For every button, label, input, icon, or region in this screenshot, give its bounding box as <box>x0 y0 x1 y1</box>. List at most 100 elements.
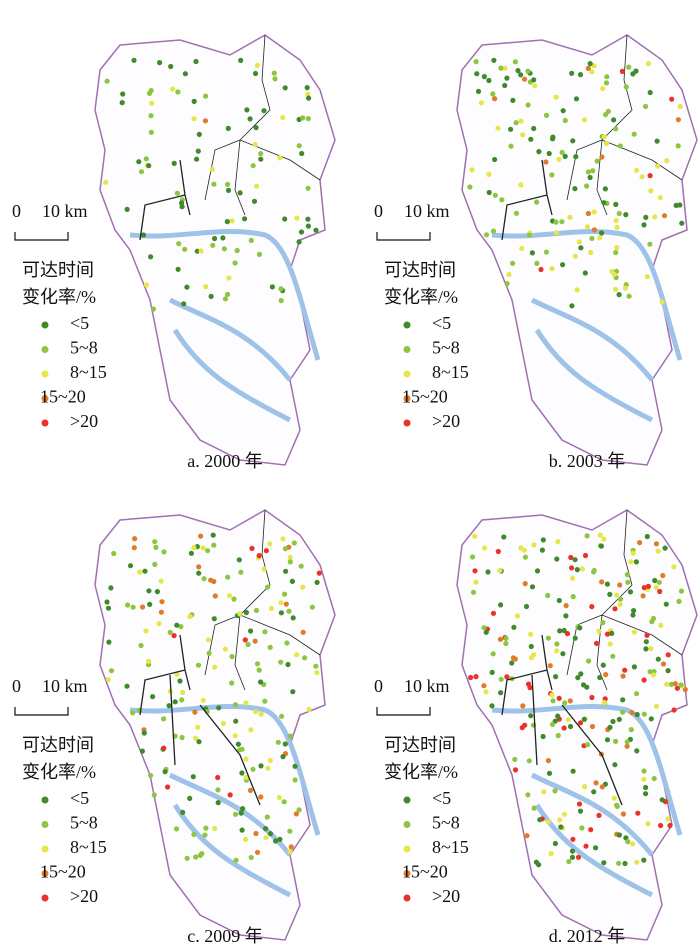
point <box>200 545 206 551</box>
point <box>182 71 188 77</box>
point <box>585 210 591 217</box>
scale-end: 10 km <box>404 676 450 696</box>
point <box>603 112 609 118</box>
point <box>191 98 197 104</box>
scale-bar <box>14 232 69 241</box>
point <box>513 120 519 126</box>
point <box>652 577 658 584</box>
point <box>143 628 149 634</box>
point <box>203 93 209 99</box>
point <box>277 155 283 161</box>
point <box>240 806 246 812</box>
point <box>284 640 290 646</box>
point <box>549 721 556 727</box>
point <box>131 545 137 551</box>
scale-end: 10 km <box>404 201 450 221</box>
point <box>528 655 534 661</box>
point <box>560 108 566 114</box>
point <box>137 569 143 575</box>
point <box>569 848 576 854</box>
point <box>212 235 218 242</box>
point <box>585 169 591 175</box>
legend-title: 变化率/% <box>22 287 96 307</box>
legend-swatch <box>403 845 411 853</box>
point <box>179 200 185 206</box>
point <box>538 266 544 273</box>
point <box>534 568 541 574</box>
point <box>613 126 619 132</box>
point <box>252 70 259 77</box>
point <box>139 748 145 754</box>
point <box>518 182 524 188</box>
point <box>511 624 517 630</box>
legend-label: 5~8 <box>432 813 460 833</box>
point <box>209 166 215 173</box>
point <box>243 609 249 616</box>
point <box>165 784 171 790</box>
point <box>508 143 514 149</box>
point <box>579 566 585 572</box>
point <box>506 271 512 278</box>
point <box>607 724 613 730</box>
point <box>497 567 503 573</box>
river <box>491 228 683 423</box>
point <box>655 656 661 662</box>
point <box>473 579 479 585</box>
point <box>503 640 509 647</box>
point <box>543 112 550 118</box>
point <box>512 767 519 773</box>
point <box>563 613 569 619</box>
point <box>192 709 198 715</box>
point <box>617 601 623 608</box>
point <box>473 674 479 680</box>
point <box>167 629 173 635</box>
point <box>470 589 477 595</box>
point <box>212 593 218 599</box>
point <box>593 640 600 646</box>
point <box>287 828 293 834</box>
legend-label: 5~8 <box>432 338 460 358</box>
point <box>250 163 256 169</box>
point <box>641 222 647 228</box>
point <box>292 777 298 783</box>
legend-swatch <box>403 395 411 402</box>
point <box>489 703 495 709</box>
point <box>643 646 649 652</box>
point <box>617 596 623 602</box>
point <box>149 100 155 106</box>
point <box>131 57 137 63</box>
point <box>611 117 617 123</box>
point <box>211 542 217 548</box>
point <box>600 662 606 668</box>
point <box>512 656 518 662</box>
point <box>130 604 136 610</box>
point <box>236 557 242 563</box>
point <box>549 172 555 178</box>
point <box>503 635 509 641</box>
point <box>172 699 178 705</box>
point <box>540 733 546 740</box>
point <box>604 631 611 637</box>
point <box>654 138 660 144</box>
point <box>195 148 201 154</box>
point <box>256 251 263 257</box>
point <box>499 197 505 203</box>
legend-swatch <box>41 845 49 853</box>
point <box>526 758 532 764</box>
point <box>124 683 130 689</box>
point <box>306 706 312 712</box>
point <box>561 725 567 731</box>
point <box>251 198 258 204</box>
point <box>203 284 209 290</box>
point <box>253 830 259 837</box>
point <box>671 564 677 570</box>
point <box>220 235 226 241</box>
point <box>498 65 504 71</box>
legend-swatch <box>41 370 49 378</box>
point <box>653 584 659 591</box>
point <box>176 241 182 247</box>
legend-title: 可达时间 <box>384 260 456 280</box>
point <box>631 664 637 670</box>
point <box>313 663 319 669</box>
point <box>567 214 573 220</box>
